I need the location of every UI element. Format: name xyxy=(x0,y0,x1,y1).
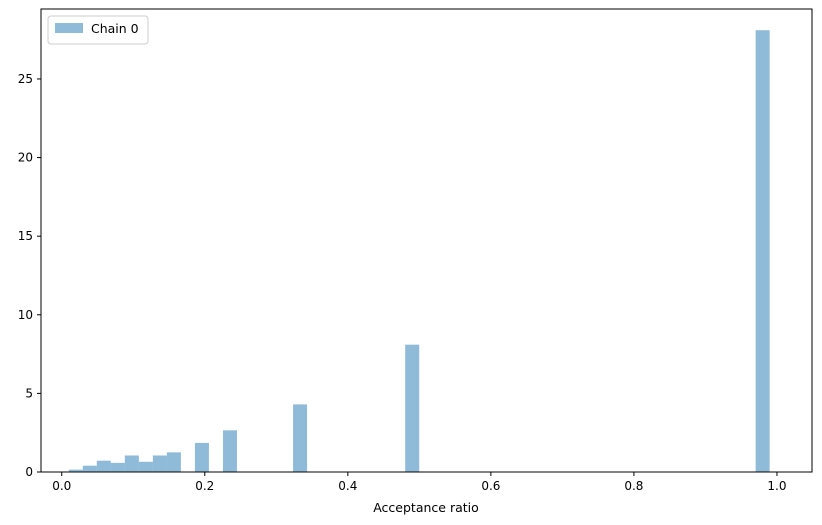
legend-swatch xyxy=(55,23,83,33)
x-tick-label: 1.0 xyxy=(767,479,786,493)
y-tick-label: 5 xyxy=(25,386,33,400)
x-tick-label: 0.2 xyxy=(195,479,214,493)
histogram-bar xyxy=(166,452,181,472)
histogram-bar xyxy=(194,442,209,472)
y-tick-label: 10 xyxy=(18,308,33,322)
x-tick-label: 0.0 xyxy=(52,479,71,493)
x-tick-label: 0.8 xyxy=(624,479,643,493)
legend: Chain 0 xyxy=(47,15,149,45)
x-tick-label: 0.6 xyxy=(481,479,500,493)
histogram-bar xyxy=(138,461,153,472)
y-axis-ticks: 0 5 10 15 20 25 xyxy=(18,72,41,479)
histogram-bar xyxy=(293,404,308,472)
histogram-bar xyxy=(755,30,770,472)
histogram-bar xyxy=(222,430,237,472)
histogram-bar xyxy=(405,344,420,472)
x-axis-ticks: 0.0 0.2 0.4 0.6 0.8 1.0 xyxy=(52,472,787,493)
y-tick-label: 20 xyxy=(18,151,33,165)
histogram-bar xyxy=(68,469,83,472)
y-tick-label: 15 xyxy=(18,229,33,243)
plot-frame xyxy=(40,8,813,473)
histogram-bar xyxy=(96,460,111,472)
histogram-bar xyxy=(82,465,97,472)
y-tick-label: 0 xyxy=(25,465,33,479)
legend-label: Chain 0 xyxy=(91,21,139,36)
x-axis-label: Acceptance ratio xyxy=(373,500,479,515)
bars-group xyxy=(68,30,770,472)
histogram-bar xyxy=(124,455,139,472)
histogram-bar xyxy=(152,455,167,472)
histogram-bar xyxy=(110,462,125,472)
x-tick-label: 0.4 xyxy=(338,479,357,493)
y-tick-label: 25 xyxy=(18,72,33,86)
